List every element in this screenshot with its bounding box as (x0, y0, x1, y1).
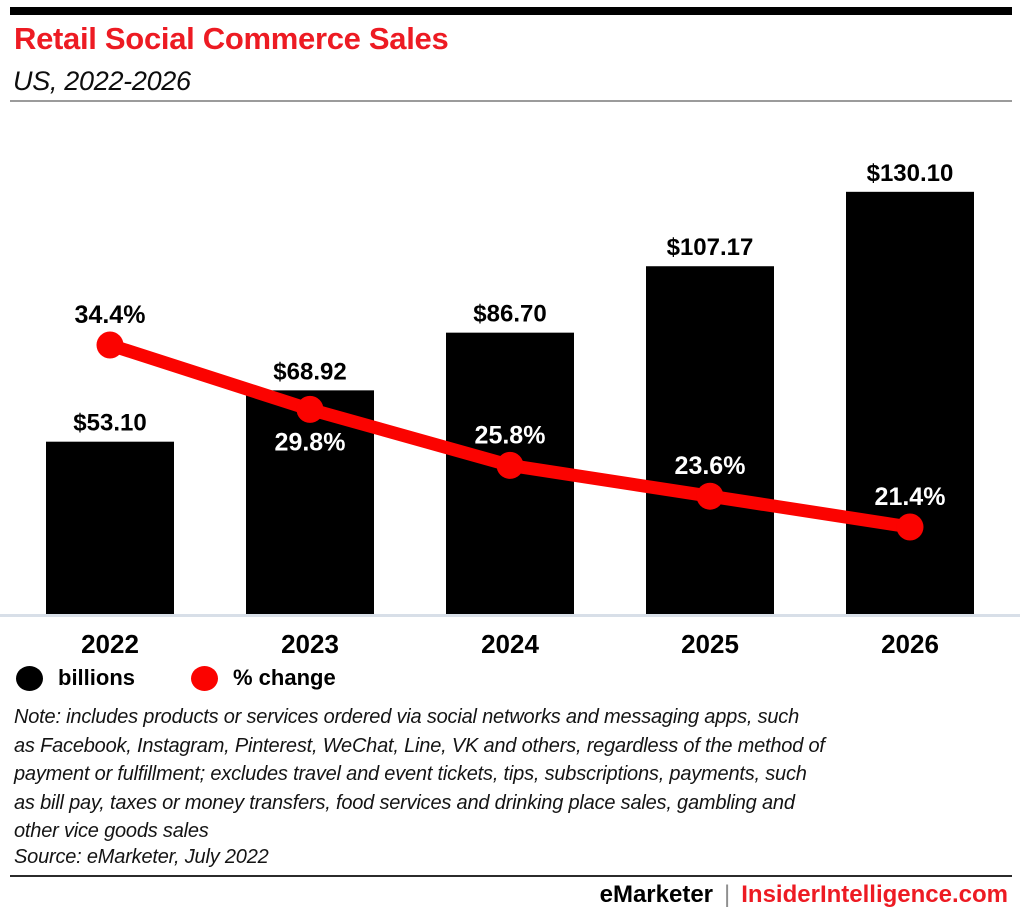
bar-line-chart: $53.10 2022 $68.92 2023 $86.70 2024 $107.17 202… (0, 160, 1020, 659)
legend-label-pct-change: % change (233, 665, 336, 690)
note-line: payment or fulfillment; excludes travel … (14, 763, 807, 786)
pct-value-label-2026: 21.4% (875, 483, 946, 511)
x-axis-label-2025: 2025 (681, 629, 739, 659)
bar-2025 (646, 266, 774, 614)
bar-value-label-2026: $130.10 (867, 160, 954, 187)
pct-value-label-2024: 25.8% (475, 421, 546, 449)
pct-value-label-2022: 34.4% (75, 301, 146, 329)
x-axis-label-2026: 2026 (881, 629, 939, 659)
x-axis-label-2024: 2024 (481, 629, 539, 659)
bar-value-label-2023: $68.92 (273, 358, 346, 385)
legend-item-pct-change: % change (191, 665, 336, 691)
chart-legend: billions % change (16, 665, 336, 691)
footer-branding: eMarketer | InsiderIntelligence.com (600, 881, 1008, 909)
billions-dot-icon (16, 665, 43, 691)
note-line: as bill pay, taxes or money transfers, f… (14, 791, 795, 814)
legend-label-billions: billions (58, 665, 135, 690)
source-text: Source: eMarketer, July 2022 (14, 846, 269, 868)
legend-item-billions: billions (16, 665, 135, 691)
bar-value-label-2024: $86.70 (473, 301, 546, 328)
pct-change-dot-icon (191, 665, 218, 691)
chart-subtitle: US, 2022-2026 (13, 66, 191, 96)
brand-insiderintelligence: InsiderIntelligence.com (741, 881, 1008, 908)
pct-value-label-2025: 23.6% (675, 452, 746, 480)
bar-value-label-2025: $107.17 (667, 234, 754, 261)
note-line: Note: includes products or services orde… (14, 706, 800, 728)
line-point-2025 (696, 482, 724, 510)
note-text: Note: includes products or services orde… (14, 703, 825, 846)
x-axis-label-2023: 2023 (281, 629, 339, 659)
line-point-2022 (96, 331, 124, 359)
top-accent-bar (10, 7, 1012, 15)
bar-2022 (46, 441, 174, 614)
footer-divider (10, 875, 1012, 877)
header-divider (10, 100, 1012, 102)
line-point-2023 (296, 395, 324, 423)
brand-emarketer: eMarketer (599, 881, 714, 908)
note-line: as Facebook, Instagram, Pinterest, WeCha… (14, 734, 825, 757)
line-point-2026 (896, 513, 924, 541)
x-axis-label-2022: 2022 (81, 629, 139, 659)
bar-2026 (846, 191, 974, 614)
pct-value-label-2023: 29.8% (275, 428, 346, 456)
note-line: other vice goods sales (14, 820, 209, 843)
chart-title: Retail Social Commerce Sales (14, 21, 449, 56)
bar-value-label-2022: $53.10 (73, 410, 146, 437)
footer-separator: | (724, 881, 731, 908)
line-point-2024 (496, 451, 524, 479)
